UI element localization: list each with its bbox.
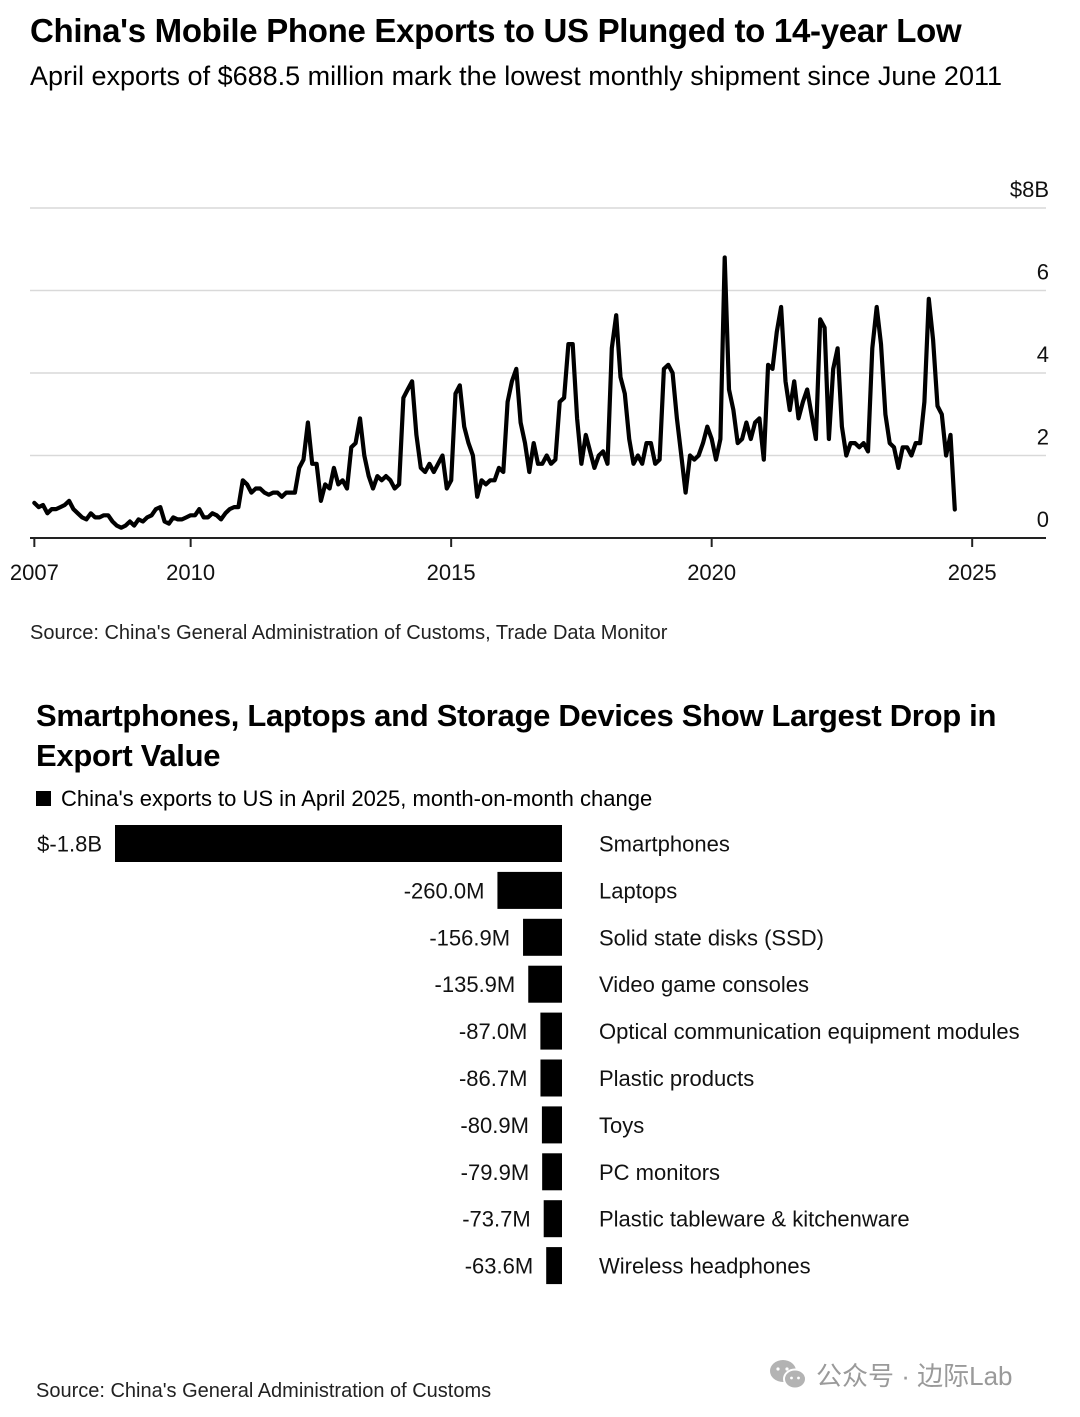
- wechat-icon: [770, 1359, 807, 1389]
- watermark-text: 公众号 · 边际Lab: [816, 1361, 1013, 1391]
- bar: [541, 1106, 562, 1144]
- chart1-subtitle: April exports of $688.5 million mark the…: [30, 61, 1002, 91]
- bar-value-label: -260.0M: [404, 878, 485, 903]
- bar-category-label: Plastic tableware & kitchenware: [599, 1207, 910, 1232]
- chart2-source: Source: China's General Administration o…: [36, 1380, 492, 1402]
- legend-label: China's exports to US in April 2025, mon…: [61, 786, 653, 811]
- chart2-title: Smartphones, Laptops and Storage Devices…: [36, 698, 997, 773]
- bar-value-label: -73.7M: [462, 1207, 530, 1232]
- y-tick-label: 0: [1037, 507, 1049, 532]
- x-tick-label: 2010: [166, 560, 215, 585]
- y-tick-label: $8B: [1010, 177, 1049, 202]
- y-tick-label: 4: [1037, 342, 1049, 367]
- bar-category-label: Laptops: [599, 878, 677, 903]
- bar-category-label: Toys: [599, 1113, 644, 1138]
- chart2-legend: China's exports to US in April 2025, mon…: [36, 786, 652, 812]
- bar-value-label: -80.9M: [460, 1113, 528, 1138]
- bar: [546, 1247, 562, 1285]
- bar-category-label: Solid state disks (SSD): [599, 925, 824, 950]
- bar: [540, 1059, 562, 1097]
- legend-swatch: [36, 791, 51, 806]
- series-line: [32, 255, 957, 530]
- bar: [115, 825, 562, 862]
- bar-value-label: -87.0M: [459, 1019, 527, 1044]
- line-chart-y-axis: 0 2 4 6 $8B: [1010, 177, 1049, 532]
- x-tick-label: 2025: [948, 560, 997, 585]
- y-tick-label: 2: [1037, 425, 1049, 450]
- bar: [542, 1153, 562, 1191]
- bar-value-label: -135.9M: [435, 972, 516, 997]
- chart1-title: China's Mobile Phone Exports to US Plung…: [30, 12, 962, 49]
- bar: [497, 871, 562, 909]
- bar-value-label: -79.9M: [461, 1160, 529, 1185]
- bar-value-label: -86.7M: [459, 1066, 527, 1091]
- bar-category-label: Wireless headphones: [599, 1254, 811, 1279]
- bar: [540, 1012, 562, 1050]
- watermark: 公众号 · 边际Lab: [768, 1356, 1013, 1393]
- bar: [523, 918, 562, 956]
- bar-chart: $-1.8B Smartphones -260.0M Laptops -156.9M So…: [37, 825, 1020, 1285]
- bar: [528, 965, 562, 1003]
- bar-category-label: Plastic products: [599, 1066, 754, 1091]
- bar-value-label: -63.6M: [465, 1254, 533, 1279]
- bar-category-label: Optical communication equipment modules: [599, 1019, 1020, 1044]
- bar-value-label: $-1.8B: [37, 832, 102, 857]
- bar-category-label: PC monitors: [599, 1160, 720, 1185]
- bar-category-label: Smartphones: [599, 832, 730, 857]
- line-chart-gridlines: [30, 207, 1046, 457]
- x-tick-label: 2020: [687, 560, 736, 585]
- bar-value-label: -156.9M: [429, 925, 510, 950]
- line-chart: 0 2 4 6 $8B 2007 2010 2015 2020 2025: [10, 177, 1049, 585]
- line-chart-x-axis: 2007 2010 2015 2020 2025: [10, 537, 1046, 585]
- x-tick-label: 2007: [10, 560, 59, 585]
- y-tick-label: 6: [1037, 260, 1049, 285]
- x-tick-label: 2015: [427, 560, 476, 585]
- bar: [543, 1200, 562, 1238]
- chart1-source: Source: China's General Administration o…: [30, 622, 668, 644]
- bar-category-label: Video game consoles: [599, 972, 809, 997]
